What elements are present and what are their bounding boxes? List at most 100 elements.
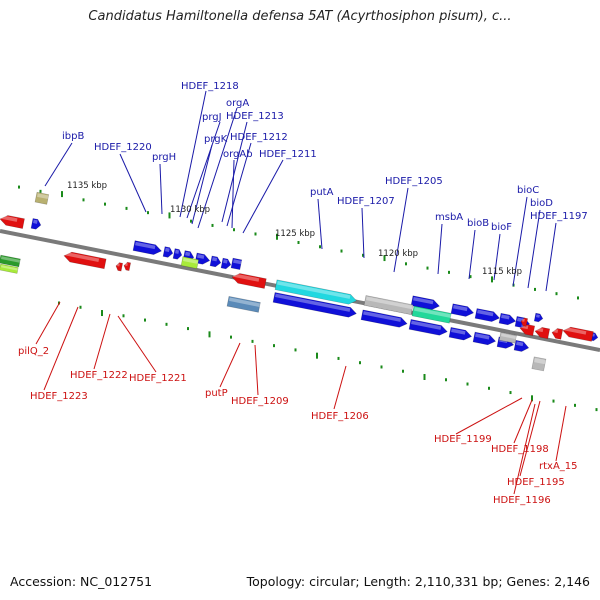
leader-line — [254, 344, 259, 396]
scale-label: 1125 kbp — [275, 229, 315, 239]
reverse-gene-arrow[interactable] — [534, 326, 551, 340]
gene-label-prgh[interactable]: prgH — [152, 152, 176, 163]
reverse-gene-arrow[interactable] — [0, 214, 25, 229]
gene-label-rtxa-15[interactable]: rtxA_15 — [539, 461, 578, 472]
gene-label-hdef-1223[interactable]: HDEF_1223 — [30, 391, 88, 402]
tick-mark — [208, 331, 211, 338]
gene-label-hdef-1195[interactable]: HDEF_1195 — [507, 477, 565, 488]
tick-mark — [101, 310, 103, 317]
tick-mark — [294, 348, 297, 352]
tick-mark — [251, 339, 254, 343]
steel-feature[interactable] — [226, 295, 261, 313]
reverse-gene-arrow[interactable] — [519, 323, 536, 337]
tick-mark — [273, 344, 275, 348]
forward-gene-arrow[interactable] — [513, 339, 530, 353]
forward-gene-arrow[interactable] — [474, 308, 501, 323]
cyan-feature[interactable] — [274, 279, 357, 306]
gene-label-pilq-2[interactable]: pilQ_2 — [18, 346, 49, 357]
gene-label-prgj[interactable]: prgJ — [202, 112, 222, 123]
leader-line — [393, 187, 409, 273]
map-title: Candidatus Hamiltonella defensa 5AT (Acy… — [88, 9, 512, 24]
forward-gene-arrow[interactable] — [30, 218, 42, 230]
forward-gene-arrow[interactable] — [272, 292, 357, 318]
lime-feature[interactable] — [0, 263, 19, 274]
leader-line — [191, 144, 213, 225]
tick-mark — [316, 352, 318, 359]
leader-line — [159, 163, 163, 215]
gene-label-hdef-1196[interactable]: HDEF_1196 — [493, 495, 551, 506]
reverse-gene-arrow[interactable] — [520, 317, 529, 327]
gene-label-hdef-1198[interactable]: HDEF_1198 — [491, 444, 549, 455]
forward-gene-arrow[interactable] — [533, 312, 544, 323]
gene-label-hdef-1207[interactable]: HDEF_1207 — [337, 196, 395, 207]
tick-mark — [469, 275, 472, 279]
leader-line — [513, 403, 536, 495]
leader-line — [221, 121, 248, 223]
forward-gene-arrow[interactable] — [448, 326, 473, 341]
gene-label-hdef-1197[interactable]: HDEF_1197 — [530, 211, 588, 222]
reverse-gene-arrow[interactable] — [551, 328, 564, 340]
forward-gene-arrow[interactable] — [450, 303, 475, 318]
gene-label-msba[interactable]: msbA — [435, 212, 463, 223]
gene-label-hdef-1218[interactable]: HDEF_1218 — [181, 81, 239, 92]
gene-label-orga[interactable]: orgA — [226, 98, 249, 109]
gene-label-putp[interactable]: putP — [205, 388, 228, 399]
reverse-gene-arrow[interactable] — [231, 272, 267, 289]
green-feature[interactable] — [0, 254, 21, 268]
gene-label-hdef-1206[interactable]: HDEF_1206 — [311, 411, 369, 422]
gene-label-hdef-1212[interactable]: HDEF_1212 — [230, 132, 288, 143]
forward-gene-arrow[interactable] — [472, 331, 497, 346]
tick-mark — [82, 198, 85, 202]
olive-feature[interactable] — [34, 191, 50, 205]
forward-gene-arrow[interactable] — [408, 319, 448, 336]
gene-label-biob[interactable]: bioB — [467, 218, 489, 229]
grey-feature[interactable] — [531, 356, 547, 372]
tick-mark — [230, 335, 232, 339]
gene-label-biod[interactable]: bioD — [530, 198, 553, 209]
gene-label-ibpb[interactable]: ibpB — [62, 131, 84, 142]
tick-mark — [380, 365, 383, 369]
forward-gene-arrow[interactable] — [498, 312, 517, 326]
forward-gene-arrow[interactable] — [172, 248, 183, 260]
green-feature[interactable] — [411, 305, 452, 324]
gene-label-bioc[interactable]: bioC — [517, 185, 539, 196]
gene-label-hdef-1199[interactable]: HDEF_1199 — [434, 434, 492, 445]
grey-feature[interactable] — [363, 295, 414, 315]
gene-label-puta[interactable]: putA — [310, 187, 334, 198]
leader-line — [186, 121, 221, 219]
tick-mark — [104, 202, 106, 206]
label-leader-lines — [35, 90, 567, 495]
lime-feature[interactable] — [180, 256, 199, 269]
gene-label-hdef-1205[interactable]: HDEF_1205 — [385, 176, 443, 187]
gene-label-orgab[interactable]: orgAb — [223, 149, 253, 160]
forward-gene-arrow[interactable] — [220, 257, 232, 270]
forward-gene-arrow[interactable] — [162, 246, 174, 259]
leader-line — [545, 222, 557, 292]
gene-label-prgk[interactable]: prgK — [204, 134, 228, 145]
gene-label-hdef-1221[interactable]: HDEF_1221 — [129, 373, 187, 384]
gene-label-hdef-1213[interactable]: HDEF_1213 — [226, 111, 284, 122]
reverse-gene-arrow[interactable] — [115, 262, 124, 272]
tick-mark — [531, 395, 533, 402]
grey-feature[interactable] — [498, 331, 517, 344]
gene-label-hdef-1209[interactable]: HDEF_1209 — [231, 396, 289, 407]
reverse-gene-arrow[interactable] — [63, 251, 107, 270]
forward-gene-arrow[interactable] — [209, 255, 222, 268]
reverse-gene-arrow[interactable] — [123, 261, 132, 272]
tick-mark — [405, 262, 407, 266]
gene-label-biof[interactable]: bioF — [491, 222, 512, 233]
gene-label-hdef-1220[interactable]: HDEF_1220 — [94, 142, 152, 153]
forward-gene-arrow[interactable] — [410, 295, 440, 311]
tick-mark — [595, 408, 598, 412]
gene-label-hdef-1222[interactable]: HDEF_1222 — [70, 370, 128, 381]
forward-gene-arrow[interactable] — [360, 309, 408, 329]
leader-line — [117, 315, 157, 373]
scale-label: 1115 kbp — [482, 267, 522, 277]
forward-gene-arrow[interactable] — [230, 257, 243, 271]
gene-label-hdef-1211[interactable]: HDEF_1211 — [259, 149, 317, 160]
leader-line — [44, 142, 73, 187]
reverse-gene-arrow[interactable] — [562, 326, 594, 342]
tick-mark — [577, 296, 579, 300]
forward-gene-arrow[interactable] — [132, 240, 162, 256]
